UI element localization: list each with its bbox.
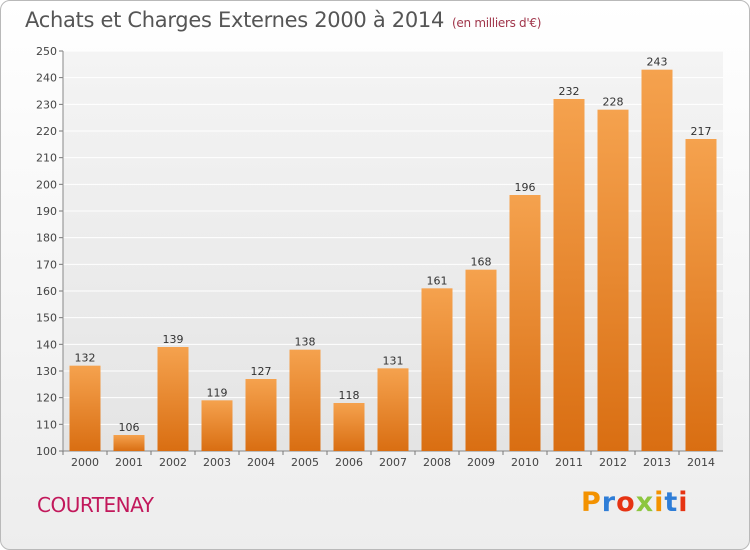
x-tick-label: 2008: [423, 456, 451, 469]
logo-letter: r: [601, 487, 617, 518]
bar: [377, 368, 409, 451]
x-tick-label: 2013: [643, 456, 671, 469]
bar: [201, 400, 233, 451]
x-tick-label: 2011: [555, 456, 583, 469]
bar-value-label: 139: [163, 333, 184, 346]
x-tick-label: 2010: [511, 456, 539, 469]
x-tick-label: 2003: [203, 456, 231, 469]
bar-value-label: 243: [647, 56, 668, 69]
bar: [333, 403, 365, 451]
bar: [113, 435, 145, 451]
y-tick-label: 210: [36, 152, 57, 165]
bar-value-label: 118: [339, 389, 360, 402]
bar: [553, 99, 585, 451]
y-tick-label: 220: [36, 125, 57, 138]
bar: [509, 195, 541, 451]
bar: [69, 365, 101, 451]
y-tick-label: 170: [36, 258, 57, 271]
bar-value-label: 131: [383, 354, 404, 367]
bar-value-label: 138: [295, 336, 316, 349]
bar: [289, 349, 321, 451]
y-tick-label: 130: [36, 365, 57, 378]
x-tick-label: 2006: [335, 456, 363, 469]
bar-value-label: 161: [427, 274, 448, 287]
bar: [641, 69, 673, 452]
town-name: COURTENAY: [37, 493, 154, 517]
bar: [157, 347, 189, 451]
bar-value-label: 228: [603, 96, 624, 109]
y-tick-label: 250: [36, 45, 57, 58]
bar-value-label: 217: [691, 125, 712, 138]
x-tick-label: 2012: [599, 456, 627, 469]
bar: [597, 109, 629, 452]
y-tick-label: 110: [36, 418, 57, 431]
logo-letter: o: [616, 487, 636, 518]
x-tick-label: 2002: [159, 456, 187, 469]
x-tick-label: 2014: [687, 456, 715, 469]
y-tick-label: 120: [36, 392, 57, 405]
bar: [465, 269, 497, 451]
bar-value-label: 132: [75, 352, 96, 365]
y-tick-label: 190: [36, 205, 57, 218]
bar-value-label: 106: [119, 421, 140, 434]
logo-letter: t: [664, 487, 679, 518]
y-tick-label: 240: [36, 72, 57, 85]
y-tick-label: 100: [36, 445, 57, 458]
bar-value-label: 127: [251, 365, 272, 378]
y-tick-label: 230: [36, 98, 57, 111]
x-tick-label: 2004: [247, 456, 275, 469]
logo-letter: x: [635, 487, 655, 518]
bar-value-label: 196: [515, 181, 536, 194]
logo-letter: i: [678, 487, 689, 518]
x-tick-label: 2009: [467, 456, 495, 469]
chart-title: Achats et Charges Externes 2000 à 2014 (e…: [25, 8, 541, 32]
x-tick-label: 2007: [379, 456, 407, 469]
y-tick-label: 180: [36, 232, 57, 245]
y-tick-label: 140: [36, 338, 57, 351]
bar: [245, 379, 277, 451]
x-tick-label: 2001: [115, 456, 143, 469]
bar: [685, 139, 717, 451]
y-tick-label: 200: [36, 178, 57, 191]
x-tick-label: 2005: [291, 456, 319, 469]
y-tick-label: 160: [36, 285, 57, 298]
title-unit: (en milliers d'€): [452, 16, 542, 30]
logo-letter: i: [654, 487, 665, 518]
title-text: Achats et Charges Externes 2000 à 2014: [25, 8, 445, 32]
bar: [421, 288, 453, 451]
bar-value-label: 119: [207, 386, 228, 399]
proxiti-logo: Proxiti: [581, 487, 689, 518]
logo-letter: P: [581, 487, 602, 518]
bar-value-label: 232: [559, 85, 580, 98]
bar-value-label: 168: [471, 256, 492, 269]
x-tick-label: 2000: [71, 456, 99, 469]
y-tick-label: 150: [36, 312, 57, 325]
